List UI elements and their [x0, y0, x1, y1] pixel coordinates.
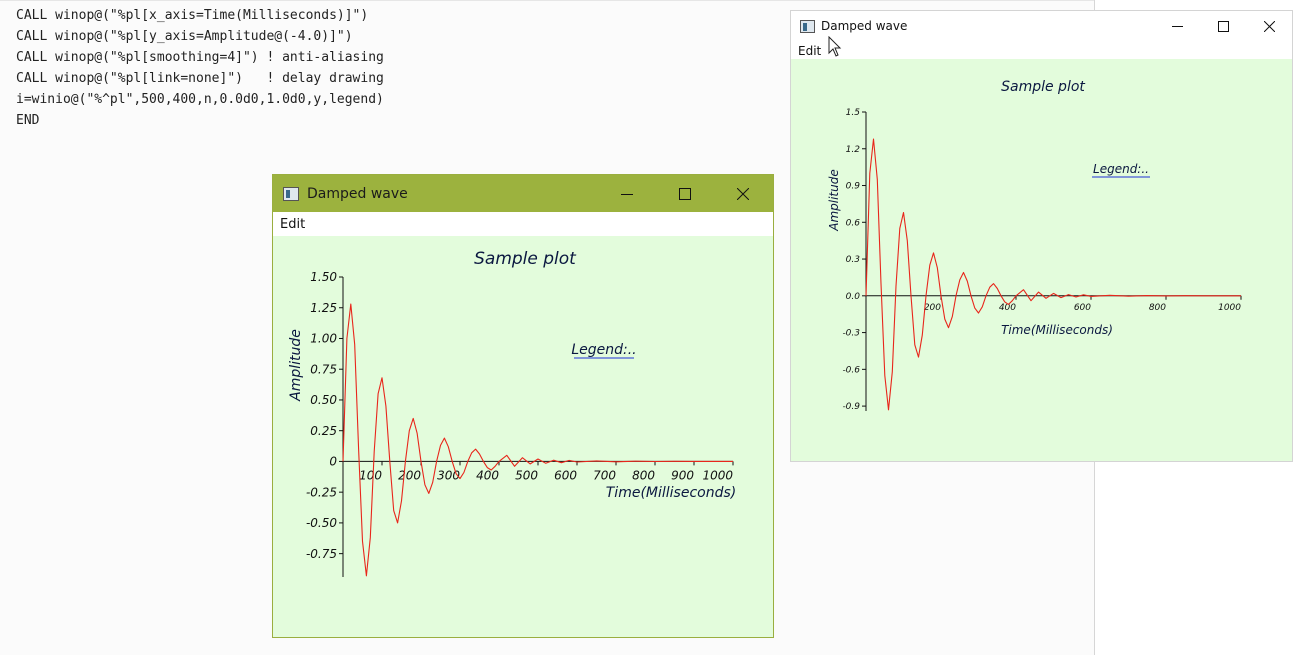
x-tick-label: 600 [554, 468, 577, 482]
chart-svg: 1.5 1.2 0.9 0.6 0.3 0.0 -0.3 -0.6 -0.9 200 400 600 8… [827, 79, 1242, 412]
y-tick-label: 0.25 [310, 424, 337, 438]
y-tick-label: 0.9 [846, 182, 861, 192]
legend-text: Legend:.. [1093, 162, 1149, 176]
code-line-5: i=winio@("%^pl",500,400,n,0.0d0,1.0d0,y,… [16, 92, 384, 107]
y-tick-label: -0.75 [306, 547, 337, 561]
x-axis-label: Time(Milliseconds) [606, 485, 736, 501]
chart-svg: 1.50 1.25 1.00 0.75 0.50 0.25 0 -0.25 -0.50 -0.75… [288, 249, 736, 577]
x-tick-label: 400 [476, 468, 499, 482]
close-icon [737, 187, 749, 200]
plot-area: 1.50 1.25 1.00 0.75 0.50 0.25 0 -0.25 -0.50 -0.75… [273, 236, 773, 637]
y-tick-label: -0.9 [842, 402, 860, 412]
window-menubar: Edit [791, 41, 1292, 59]
minimize-button[interactable] [1154, 11, 1200, 41]
plot-title: Sample plot [1001, 79, 1085, 95]
maximize-button[interactable] [1200, 11, 1246, 41]
minimize-button[interactable] [598, 175, 656, 212]
x-tick-label: 300 [437, 468, 460, 482]
y-tick-label: -0.25 [306, 485, 337, 499]
mouse-cursor-icon [828, 36, 842, 57]
app-window-icon [800, 19, 815, 33]
y-tick-label: 1.50 [310, 270, 337, 284]
y-tick-label: 0.6 [846, 218, 861, 228]
y-axis-label: Amplitude [288, 329, 304, 402]
window-titlebar[interactable]: Damped wave [273, 175, 773, 212]
y-tick-label: 1.2 [846, 145, 861, 155]
y-tick-label: 1.00 [310, 332, 337, 346]
y-tick-label: -0.50 [306, 516, 337, 530]
series-line [342, 303, 733, 577]
code-text[interactable]: CALL winop@("%pl[x_axis=Time(Millisecond… [16, 5, 384, 131]
menu-edit[interactable]: Edit [798, 44, 822, 58]
code-line-1: CALL winop@("%pl[x_axis=Time(Millisecond… [16, 8, 369, 23]
plot-title: Sample plot [474, 249, 577, 269]
x-tick-label: 900 [671, 468, 694, 482]
minimize-icon [621, 193, 633, 195]
plot-window-active[interactable]: Damped wave Edit 1.50 1.25 1.00 0.75 0.50 0.2… [272, 174, 774, 638]
x-tick-label: 800 [1149, 303, 1166, 313]
y-axis-label: Amplitude [827, 169, 841, 232]
window-titlebar[interactable]: Damped wave [791, 11, 1292, 41]
y-tick-label: 1.5 [846, 108, 861, 118]
x-tick-label: 1000 [1218, 303, 1241, 313]
x-tick-label: 600 [1074, 303, 1091, 313]
plot-window-inactive[interactable]: Damped wave Edit 1.5 1.2 0.9 0.6 0.3 0.0 -0.3 -… [790, 10, 1293, 462]
maximize-icon [679, 187, 691, 200]
menu-edit[interactable]: Edit [280, 217, 306, 232]
x-tick-label: 400 [999, 303, 1016, 313]
y-tick-label: 0.0 [846, 292, 861, 302]
y-tick-label: -0.6 [842, 365, 860, 375]
x-tick-label: 1000 [702, 468, 733, 482]
x-tick-label: 500 [515, 468, 538, 482]
y-tick-label: 1.25 [310, 301, 337, 315]
close-button[interactable] [1246, 11, 1292, 41]
x-axis-label: Time(Milliseconds) [1001, 323, 1113, 337]
window-title: Damped wave [307, 185, 408, 202]
series-line [865, 138, 1241, 411]
plot-area: 1.5 1.2 0.9 0.6 0.3 0.0 -0.3 -0.6 -0.9 200 400 600 8… [791, 59, 1292, 461]
window-title: Damped wave [821, 19, 908, 33]
y-tick-label: -0.3 [842, 329, 860, 339]
x-tick-label: 800 [632, 468, 655, 482]
code-line-3: CALL winop@("%pl[smoothing=4]") ! anti-a… [16, 50, 384, 65]
maximize-button[interactable] [656, 175, 714, 212]
y-tick-label: 0.3 [846, 255, 861, 265]
x-tick-label: 700 [593, 468, 616, 482]
y-tick-label: 0 [329, 455, 337, 469]
y-tick-label: 0.50 [310, 393, 337, 407]
legend-text: Legend:.. [571, 342, 636, 358]
x-tick-label: 100 [359, 468, 382, 482]
x-tick-label: 200 [398, 468, 421, 482]
window-menubar: Edit [273, 212, 773, 236]
y-tick-label: 0.75 [310, 362, 337, 376]
minimize-icon [1171, 25, 1183, 27]
code-line-6: END [16, 113, 40, 128]
x-tick-label: 200 [924, 303, 941, 313]
code-line-2: CALL winop@("%pl[y_axis=Amplitude@(-4.0)… [16, 29, 353, 44]
app-window-icon [283, 186, 299, 201]
maximize-icon [1217, 20, 1229, 32]
code-line-4: CALL winop@("%pl[link=none]") ! delay dr… [16, 71, 384, 86]
close-icon [1263, 20, 1275, 32]
close-button[interactable] [714, 175, 772, 212]
